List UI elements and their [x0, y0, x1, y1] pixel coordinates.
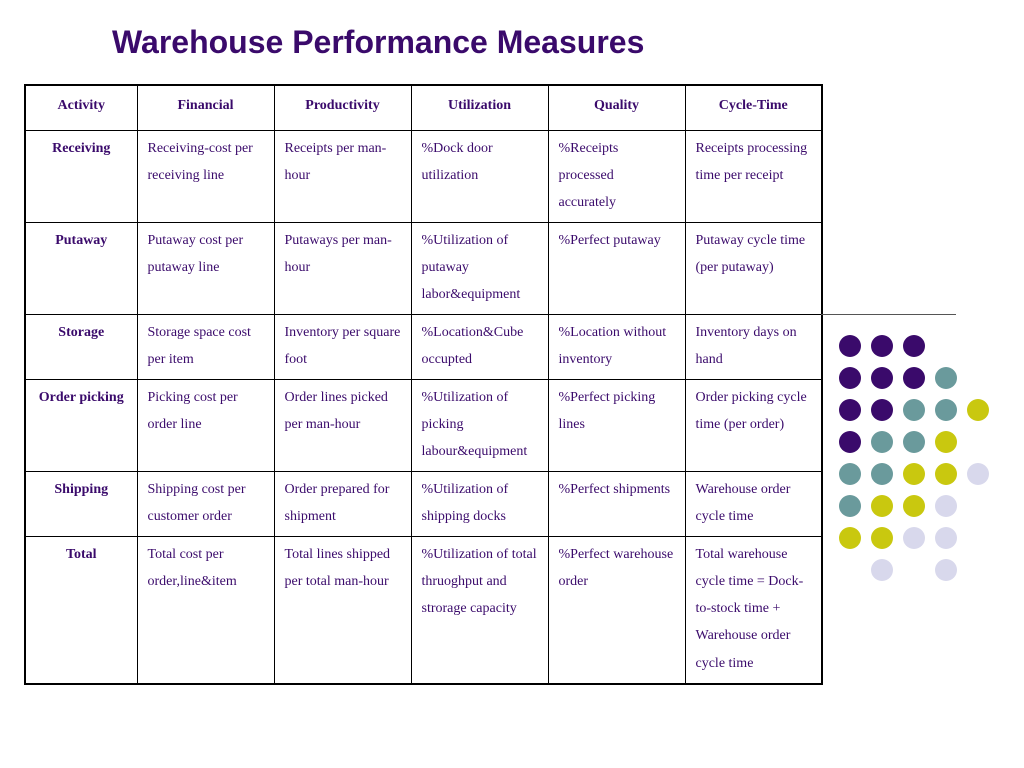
decorative-dot-teal: [839, 495, 861, 517]
cell-quality: %Location without inventory: [547, 313, 686, 380]
cell-utilization: %Utilization of shipping docks: [410, 470, 549, 537]
decorative-dot-olive: [967, 399, 989, 421]
decorative-dot-purple: [903, 335, 925, 357]
decorative-dot-teal: [871, 463, 893, 485]
table-row-order-picking: Order picking Picking cost per order lin…: [24, 378, 823, 472]
cell-financial: Picking cost per order line: [136, 378, 275, 472]
decorative-dot-olive: [871, 527, 893, 549]
cell-quality: %Perfect warehouse order: [547, 535, 686, 685]
cell-quality: %Perfect picking lines: [547, 378, 686, 472]
decorative-dot-purple: [839, 367, 861, 389]
header-cycle-time: Cycle-Time: [684, 84, 823, 131]
row-activity: Receiving: [24, 129, 138, 223]
decorative-dot-olive: [935, 431, 957, 453]
table-row-receiving: Receiving Receiving-cost per receiving l…: [24, 129, 823, 223]
decorative-dot-purple: [839, 399, 861, 421]
cell-financial: Shipping cost per customer order: [136, 470, 275, 537]
row-activity: Putaway: [24, 221, 138, 315]
cell-productivity: Total lines shipped per total man-hour: [273, 535, 412, 685]
header-activity: Activity: [24, 84, 138, 131]
cell-financial: Total cost per order,line&item: [136, 535, 275, 685]
row-activity: Storage: [24, 313, 138, 380]
cell-cycle-time: Order picking cycle time (per order): [684, 378, 823, 472]
cell-financial: Putaway cost per putaway line: [136, 221, 275, 315]
decorative-dot-teal: [935, 367, 957, 389]
decorative-dot-purple: [871, 399, 893, 421]
cell-utilization: %Dock door utilization: [410, 129, 549, 223]
decorative-dot-teal: [839, 463, 861, 485]
cell-utilization: %Utilization of putaway labor&equipment: [410, 221, 549, 315]
cell-utilization: %Location&Cube occupted: [410, 313, 549, 380]
decorative-dot-lavender: [967, 463, 989, 485]
header-productivity: Productivity: [273, 84, 412, 131]
decorative-dot-purple: [871, 367, 893, 389]
table-row-shipping: Shipping Shipping cost per customer orde…: [24, 470, 823, 537]
decorative-dot-purple: [839, 335, 861, 357]
cell-cycle-time: Putaway cycle time (per putaway): [684, 221, 823, 315]
decorative-dot-lavender: [903, 527, 925, 549]
decorative-dot-olive: [871, 495, 893, 517]
cell-utilization: %Utilization of total thruoghput and str…: [410, 535, 549, 685]
decorative-dot-purple: [871, 335, 893, 357]
cell-cycle-time: Total warehouse cycle time = Dock-to-sto…: [684, 535, 823, 685]
performance-measures-table: Activity Financial Productivity Utilizat…: [24, 84, 823, 685]
row-activity: Total: [24, 535, 138, 685]
cell-cycle-time: Receipts processing time per receipt: [684, 129, 823, 223]
decorative-dot-olive: [903, 495, 925, 517]
decorative-dot-lavender: [935, 559, 957, 581]
cell-cycle-time: Warehouse order cycle time: [684, 470, 823, 537]
row-activity: Shipping: [24, 470, 138, 537]
cell-productivity: Receipts per man-hour: [273, 129, 412, 223]
cell-financial: Receiving-cost per receiving line: [136, 129, 275, 223]
header-utilization: Utilization: [410, 84, 549, 131]
decorative-dot-lavender: [935, 527, 957, 549]
decorative-dot-teal: [871, 431, 893, 453]
decorative-dot-olive: [839, 527, 861, 549]
table-row-storage: Storage Storage space cost per item Inve…: [24, 313, 823, 380]
cell-productivity: Order prepared for shipment: [273, 470, 412, 537]
cell-productivity: Putaways per man-hour: [273, 221, 412, 315]
decorative-dot-teal: [903, 399, 925, 421]
decorative-dot-purple: [903, 367, 925, 389]
table-header-row: Activity Financial Productivity Utilizat…: [24, 84, 823, 131]
table-row-total: Total Total cost per order,line&item Tot…: [24, 535, 823, 685]
decorative-dot-teal: [935, 399, 957, 421]
decorative-divider-line: [821, 314, 956, 315]
cell-productivity: Inventory per square foot: [273, 313, 412, 380]
decorative-dot-lavender: [935, 495, 957, 517]
header-quality: Quality: [547, 84, 686, 131]
performance-table-container: Activity Financial Productivity Utilizat…: [24, 84, 823, 685]
cell-quality: %Receipts processed accurately: [547, 129, 686, 223]
decorative-dot-lavender: [871, 559, 893, 581]
decorative-dot-teal: [903, 431, 925, 453]
header-financial: Financial: [136, 84, 275, 131]
cell-quality: %Perfect putaway: [547, 221, 686, 315]
table-row-putaway: Putaway Putaway cost per putaway line Pu…: [24, 221, 823, 315]
cell-quality: %Perfect shipments: [547, 470, 686, 537]
cell-cycle-time: Inventory days on hand: [684, 313, 823, 380]
cell-productivity: Order lines picked per man-hour: [273, 378, 412, 472]
decorative-dot-olive: [903, 463, 925, 485]
cell-utilization: %Utilization of picking labour&equipment: [410, 378, 549, 472]
decorative-dot-purple: [839, 431, 861, 453]
slide-title: Warehouse Performance Measures: [112, 24, 645, 60]
row-activity: Order picking: [24, 378, 138, 472]
decorative-dot-olive: [935, 463, 957, 485]
cell-financial: Storage space cost per item: [136, 313, 275, 380]
